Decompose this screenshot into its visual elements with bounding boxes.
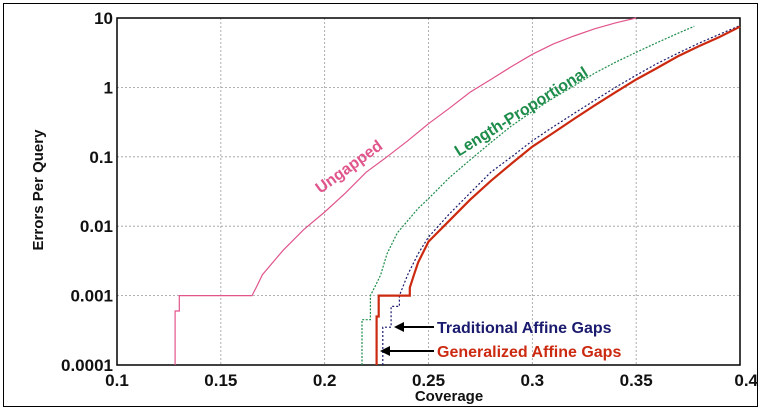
y-tick-label: 0.001 <box>70 287 113 306</box>
y-tick-label: 0.01 <box>80 217 113 236</box>
y-tick-label: 10 <box>94 9 113 28</box>
x-tick-label: 0.3 <box>521 371 545 390</box>
x-tick-label: 0.1 <box>105 371 129 390</box>
x-tick-label: 0.15 <box>204 371 237 390</box>
y-tick-labels: 0.0001 0.001 0.01 0.1 1 10 <box>61 9 113 375</box>
chart-frame <box>3 3 758 407</box>
traditional-annotation: Traditional Affine Gaps <box>437 320 612 337</box>
generalized-arrow <box>380 346 434 356</box>
x-tick-label: 0.25 <box>412 371 445 390</box>
plot-border <box>116 17 741 366</box>
y-tick-label: 0.0001 <box>61 356 113 375</box>
series-line-ungapped <box>174 17 637 365</box>
series-line-generalized <box>375 25 741 365</box>
x-tick-label: 0.35 <box>620 371 653 390</box>
grid <box>117 18 740 365</box>
series-line-length-proportional <box>361 25 695 365</box>
generalized-annotation: Generalized Affine Gaps <box>437 344 621 361</box>
traditional-arrow <box>394 322 434 332</box>
x-tick-label: 0.2 <box>313 371 337 390</box>
y-axis-label: Errors Per Query <box>30 129 47 251</box>
x-tick-label: 0.4 <box>734 371 758 390</box>
length-proportional-annotation: Length-Proportional <box>452 64 591 160</box>
series-line-traditional <box>382 24 741 365</box>
x-axis-label: Coverage <box>415 388 483 405</box>
y-tick-label: 1 <box>104 78 113 97</box>
x-tick-labels: 0.1 0.15 0.2 0.25 0.3 0.35 0.4 <box>105 371 758 390</box>
y-tick-label: 0.1 <box>89 148 113 167</box>
series-layer <box>174 17 741 365</box>
ungapped-annotation: Ungapped <box>313 137 386 197</box>
